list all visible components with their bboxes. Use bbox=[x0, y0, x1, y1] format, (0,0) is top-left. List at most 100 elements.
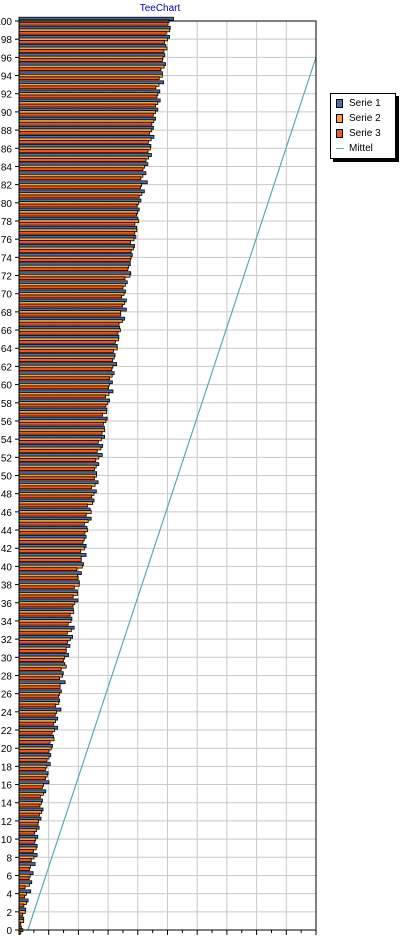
y-tick-label: 62 bbox=[1, 362, 13, 373]
bar-serie-3 bbox=[19, 50, 164, 53]
legend-line-mittel bbox=[336, 148, 344, 149]
bar-serie-3 bbox=[19, 322, 119, 325]
bar-serie-3 bbox=[19, 231, 135, 234]
bar-serie-3 bbox=[19, 740, 50, 743]
y-tick-label: 100 bbox=[0, 17, 12, 28]
bar-serie-3 bbox=[19, 186, 141, 189]
legend: Serie 1 Serie 2 Serie 3 Mittel bbox=[330, 93, 396, 159]
bar-serie-3 bbox=[19, 40, 165, 43]
y-tick-label: 66 bbox=[1, 326, 13, 337]
y-tick-label: 68 bbox=[1, 308, 13, 319]
bar-serie-3 bbox=[19, 831, 35, 834]
bar-serie-3 bbox=[19, 268, 128, 271]
bar-serie-3 bbox=[19, 204, 137, 207]
y-tick-label: 46 bbox=[1, 508, 13, 519]
bar-serie-3 bbox=[19, 140, 148, 143]
y-tick-label: 0 bbox=[6, 926, 12, 937]
bar-serie-3 bbox=[19, 459, 96, 462]
y-tick-label: 96 bbox=[1, 53, 13, 64]
bar-serie-3 bbox=[19, 759, 47, 762]
bar-serie-3 bbox=[19, 477, 94, 480]
bar-serie-3 bbox=[19, 159, 146, 162]
bar-serie-3 bbox=[19, 259, 130, 262]
bar-serie-3 bbox=[19, 177, 141, 180]
y-tick-label: 56 bbox=[1, 417, 13, 428]
y-tick-label: 18 bbox=[1, 762, 13, 773]
y-tick-label: 88 bbox=[1, 126, 13, 137]
bar-serie-3 bbox=[19, 622, 68, 625]
bar-serie-3 bbox=[19, 586, 74, 589]
bar-serie-3 bbox=[19, 304, 123, 307]
bar-serie-3 bbox=[19, 604, 73, 607]
y-tick-label: 72 bbox=[1, 272, 13, 283]
bar-serie-3 bbox=[19, 240, 131, 243]
bar-serie-3 bbox=[19, 77, 159, 80]
bar-serie-3 bbox=[19, 695, 58, 698]
bar-serie-3 bbox=[19, 413, 103, 416]
bar-serie-3 bbox=[19, 22, 168, 25]
y-tick-label: 4 bbox=[6, 890, 12, 901]
bar-serie-3 bbox=[19, 213, 137, 216]
bar-serie-3 bbox=[19, 668, 61, 671]
bar-serie-3 bbox=[19, 904, 24, 907]
chart-plot: 0246810121416182022242628303234363840424… bbox=[0, 0, 320, 940]
bar-serie-3 bbox=[19, 913, 23, 916]
bar-serie-3 bbox=[19, 895, 25, 898]
bar-serie-3 bbox=[19, 659, 63, 662]
y-tick-label: 20 bbox=[1, 744, 13, 755]
bar-serie-3 bbox=[19, 795, 40, 798]
bar-serie-3 bbox=[19, 877, 29, 880]
y-tick-label: 40 bbox=[1, 562, 13, 573]
bar-serie-3 bbox=[19, 686, 60, 689]
y-tick-label: 74 bbox=[1, 253, 13, 264]
bar-serie-3 bbox=[19, 649, 66, 652]
bar-serie-3 bbox=[19, 577, 78, 580]
bar-serie-3 bbox=[19, 368, 112, 371]
y-tick-label: 26 bbox=[1, 690, 13, 701]
y-tick-label: 90 bbox=[1, 108, 13, 119]
bar-serie-3 bbox=[19, 313, 121, 316]
bar-serie-3 bbox=[19, 86, 156, 89]
y-tick-label: 30 bbox=[1, 653, 13, 664]
y-tick-label: 84 bbox=[1, 162, 13, 173]
y-tick-label: 8 bbox=[6, 853, 12, 864]
bar-serie-3 bbox=[19, 150, 148, 153]
legend-swatch-serie-1 bbox=[336, 99, 343, 108]
y-tick-label: 82 bbox=[1, 181, 13, 192]
y-tick-label: 24 bbox=[1, 708, 13, 719]
y-tick-label: 34 bbox=[1, 617, 13, 628]
bar-serie-3 bbox=[19, 359, 113, 362]
y-tick-label: 12 bbox=[1, 817, 13, 828]
bar-serie-3 bbox=[19, 59, 162, 62]
bar-serie-3 bbox=[19, 731, 52, 734]
bar-serie-3 bbox=[19, 822, 38, 825]
bar-serie-3 bbox=[19, 104, 156, 107]
bar-serie-3 bbox=[19, 777, 46, 780]
bar-serie-3 bbox=[19, 350, 113, 353]
bar-serie-3 bbox=[19, 340, 115, 343]
legend-label-mittel: Mittel bbox=[349, 143, 373, 154]
bar-serie-3 bbox=[19, 122, 152, 125]
y-tick-label: 94 bbox=[1, 72, 13, 83]
bar-serie-3 bbox=[19, 468, 94, 471]
y-tick-label: 52 bbox=[1, 453, 13, 464]
bar-serie-3 bbox=[19, 495, 92, 498]
legend-label-serie-3: Serie 3 bbox=[349, 128, 381, 139]
bar-serie-3 bbox=[19, 868, 29, 871]
y-tick-label: 60 bbox=[1, 381, 13, 392]
bar-serie-3 bbox=[19, 886, 25, 889]
y-tick-label: 22 bbox=[1, 726, 13, 737]
bar-serie-3 bbox=[19, 422, 103, 425]
bar-serie-3 bbox=[19, 549, 81, 552]
bar-serie-3 bbox=[19, 277, 125, 280]
y-tick-label: 6 bbox=[6, 871, 12, 882]
bar-serie-3 bbox=[19, 331, 118, 334]
y-tick-label: 50 bbox=[1, 472, 13, 483]
y-tick-label: 42 bbox=[1, 544, 13, 555]
y-tick-label: 36 bbox=[1, 599, 13, 610]
bar-serie-3 bbox=[19, 677, 60, 680]
y-tick-label: 48 bbox=[1, 490, 13, 501]
y-tick-label: 64 bbox=[1, 344, 13, 355]
bar-serie-3 bbox=[19, 640, 68, 643]
bar-serie-3 bbox=[19, 704, 56, 707]
